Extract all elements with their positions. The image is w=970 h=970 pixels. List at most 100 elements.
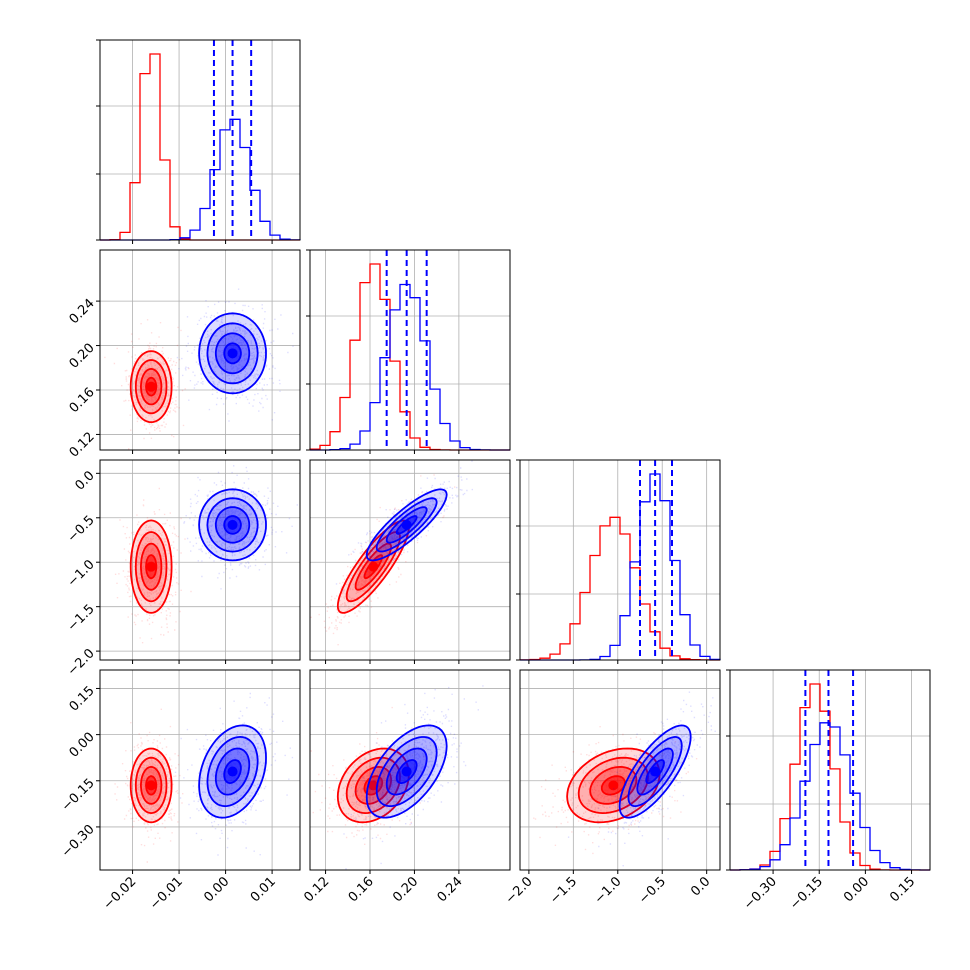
- contour-line: [206, 497, 259, 553]
- x-tick-label: 0.12: [301, 874, 332, 905]
- histogram-step: [310, 283, 510, 451]
- contour-line: [395, 515, 418, 535]
- panel-content: [100, 250, 300, 450]
- contour-line: [365, 488, 448, 562]
- x-tick-label: −0.02: [101, 874, 140, 913]
- grid-lines: [100, 40, 300, 240]
- y-tick-label: −2.0: [65, 646, 98, 679]
- density-peak: [227, 519, 238, 530]
- panel-1-2: [310, 460, 510, 660]
- histogram-step: [730, 722, 930, 871]
- contour-line: [627, 735, 683, 808]
- y-tick-label: −0.15: [59, 776, 98, 815]
- panel-frame: [99, 39, 301, 241]
- contour-line: [134, 359, 168, 415]
- contour-line: [365, 724, 448, 819]
- y-tick-label: 0.24: [67, 296, 98, 327]
- contour-line: [385, 747, 428, 796]
- panel-0-3: [100, 670, 300, 870]
- contour-line: [198, 724, 267, 819]
- y-tick-label: 0.00: [67, 730, 98, 761]
- density-peak: [146, 381, 157, 392]
- panel-frame: [309, 459, 511, 661]
- panel-content: [520, 670, 720, 870]
- density-peak: [146, 561, 157, 572]
- histogram-step: [520, 473, 721, 661]
- contour-line: [145, 376, 158, 397]
- x-tick-label: 0.15: [887, 874, 918, 905]
- contour-line: [336, 747, 410, 824]
- contour-line: [589, 765, 638, 805]
- contour-line: [198, 488, 267, 562]
- y-tick-label: 0.20: [67, 341, 98, 372]
- contour-line: [645, 759, 665, 785]
- density-peak: [368, 561, 379, 572]
- contour-line: [134, 531, 168, 603]
- contour-line: [214, 506, 251, 544]
- panel-frame: [309, 249, 511, 451]
- x-tick-label: −0.5: [636, 874, 669, 907]
- x-tick-label: 0.00: [841, 874, 872, 905]
- y-tick-label: −1.0: [65, 557, 98, 590]
- density-peak: [650, 766, 661, 777]
- density-peak: [227, 766, 238, 777]
- density-peak: [368, 780, 379, 791]
- y-tick-label: 0.16: [67, 385, 98, 416]
- density-peak: [608, 780, 619, 791]
- contour-line: [636, 747, 674, 796]
- contour-line: [566, 747, 661, 824]
- x-tick-label: 0.20: [390, 874, 421, 905]
- panel-content: [100, 670, 300, 870]
- density-peak: [146, 780, 157, 791]
- contour-line: [375, 736, 438, 807]
- contour-line: [198, 312, 267, 395]
- x-tick-label: −0.15: [787, 874, 826, 913]
- contour-line: [363, 775, 384, 796]
- contour-line: [600, 775, 626, 796]
- x-tick-label: 0.16: [346, 874, 377, 905]
- contour-line: [134, 756, 168, 815]
- panel-0-1: [100, 250, 300, 450]
- contour-line: [395, 759, 418, 784]
- contour-line: [223, 342, 242, 365]
- x-tick-label: −1.5: [547, 874, 580, 907]
- x-tick-label: 0.00: [201, 874, 232, 905]
- x-tick-label: 0.0: [688, 874, 713, 899]
- contour-line: [206, 735, 259, 808]
- contour-line: [129, 350, 173, 424]
- contour-line: [223, 759, 242, 785]
- contour-line: [345, 531, 401, 603]
- panel-2-3: [520, 670, 720, 870]
- panel-content: [310, 460, 510, 660]
- panel-1-3: [310, 670, 510, 870]
- contour-line: [129, 519, 173, 614]
- panel-frame: [99, 669, 301, 871]
- contour-line: [139, 765, 163, 805]
- x-tick-label: −0.01: [147, 874, 186, 913]
- y-tick-label: 0.12: [67, 429, 98, 460]
- grid-lines: [730, 670, 930, 870]
- contour-line: [345, 756, 401, 815]
- contour-line: [354, 542, 393, 591]
- histogram-step: [519, 516, 720, 661]
- x-tick-label: 0.24: [435, 874, 466, 905]
- scatter-points: [310, 706, 431, 845]
- panel-frame: [729, 669, 931, 871]
- contour-line: [618, 724, 692, 819]
- panel-frame: [99, 249, 301, 451]
- contour-line: [354, 765, 393, 805]
- x-tick-label: 0.01: [248, 874, 279, 905]
- panel-frame: [519, 669, 721, 871]
- contour-line: [214, 747, 251, 796]
- contour-line: [375, 497, 438, 553]
- contour-line: [206, 322, 259, 385]
- contour-line: [145, 554, 158, 580]
- panel-frame: [519, 459, 721, 661]
- y-tick-label: −0.5: [65, 513, 98, 546]
- panel-content: [100, 460, 300, 660]
- density-peak: [227, 348, 238, 359]
- y-tick-label: 0.0: [72, 468, 97, 493]
- scatter-points: [310, 474, 456, 646]
- y-tick-label: −0.30: [59, 822, 98, 861]
